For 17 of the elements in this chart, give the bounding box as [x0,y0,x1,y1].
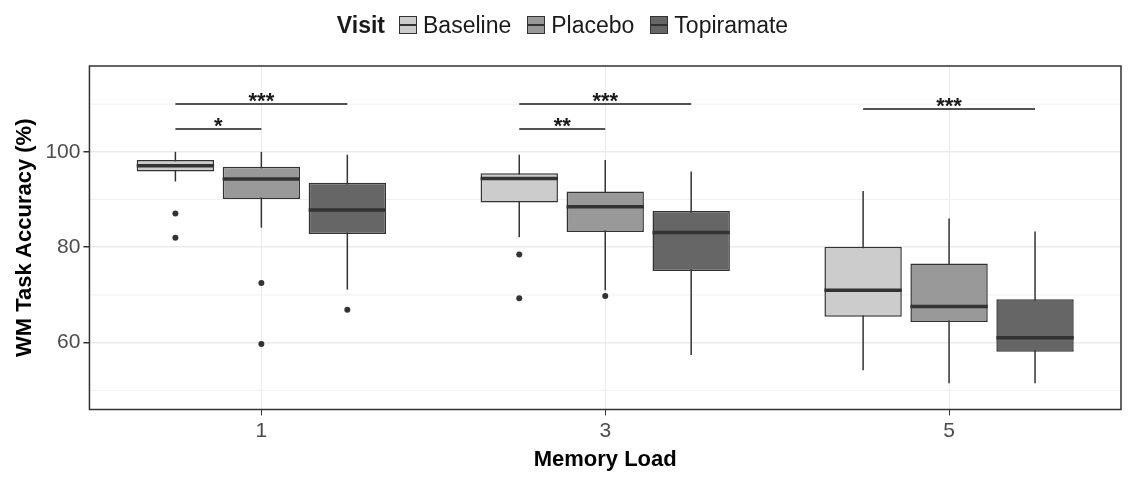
x-tick-label: 3 [599,417,612,441]
annotation: *** [936,93,963,118]
legend-title: Visit [336,11,385,39]
legend-label: Placebo [551,11,635,39]
x-tick-label: 5 [943,417,955,441]
y-tick-label: 60 [57,329,81,353]
annotation: ** [553,113,572,138]
legend-label: Baseline [423,11,512,39]
y-tick-label: 80 [57,234,81,258]
annotation: * [214,113,224,138]
annotation: *** [592,88,619,113]
y-tick-label: 100 [45,138,81,162]
legend-label: Topiramate [674,11,789,39]
x-axis-title: Memory Load [533,445,677,471]
y-axis-title: WM Task Accuracy (%) [11,118,37,357]
annotation: *** [248,88,275,113]
x-tick-label: 1 [255,417,268,441]
